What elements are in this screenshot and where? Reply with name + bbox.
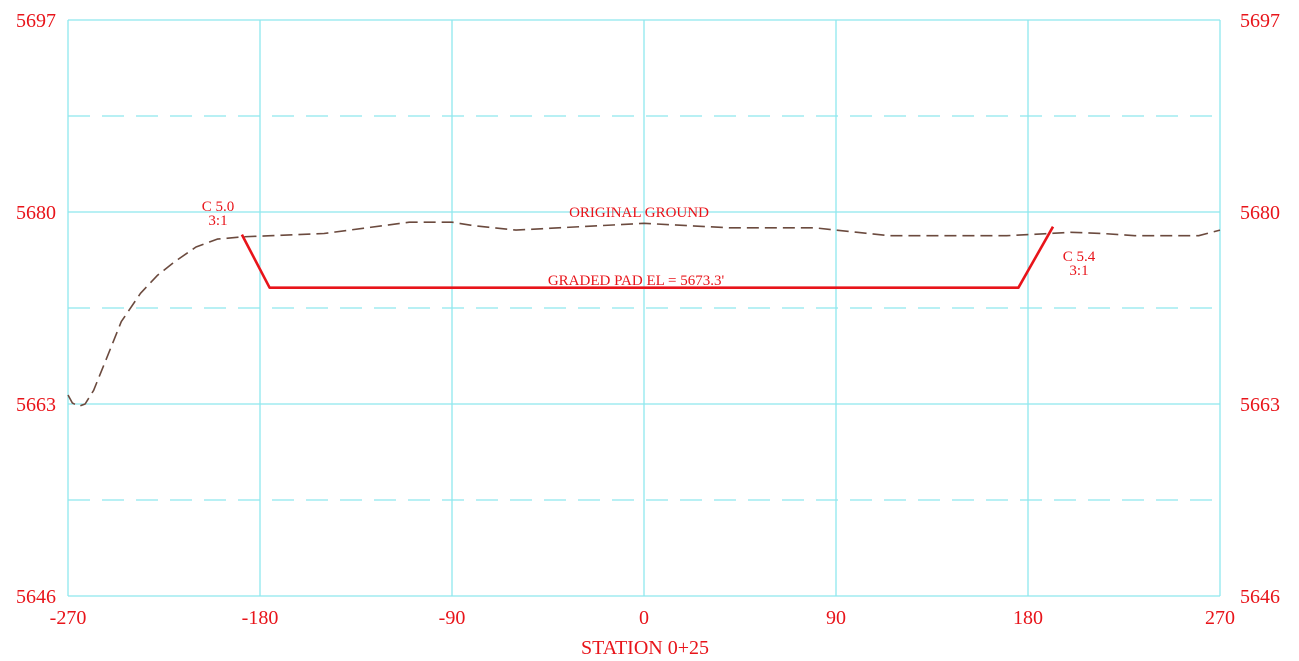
x-tick-label: -270 — [50, 607, 87, 629]
graded-pad-line — [240, 226, 1055, 290]
grid-layer — [67, 19, 1221, 597]
x-tick-label: -180 — [242, 607, 279, 629]
x-tick-label: 90 — [826, 607, 846, 629]
y-tick-label-right: 5646 — [1240, 586, 1280, 608]
y-tick-label-left: 5646 — [16, 586, 56, 608]
y-tick-label-left: 5680 — [16, 202, 56, 224]
x-tick-label: 0 — [639, 607, 649, 629]
x-tick-label: 270 — [1205, 607, 1235, 629]
annotation-layer: ORIGINAL GROUND GRADED PAD EL = 5673.3' … — [202, 199, 1096, 659]
left-slope-label: 3:1 — [208, 213, 227, 229]
y-tick-label-right: 5680 — [1240, 202, 1280, 224]
original-ground-label: ORIGINAL GROUND — [569, 205, 709, 221]
series-layer — [67, 221, 1221, 408]
x-tick-label: -90 — [439, 607, 466, 629]
right-cut-label: C 5.4 — [1063, 249, 1096, 265]
y-tick-label-right: 5663 — [1240, 394, 1280, 416]
left-cut-label: C 5.0 — [202, 199, 235, 215]
x-axis-title: STATION 0+25 — [581, 637, 709, 659]
right-slope-label: 3:1 — [1069, 263, 1088, 279]
y-tick-label-right: 5697 — [1240, 10, 1280, 32]
y-tick-label-left: 5697 — [16, 10, 56, 32]
original-ground-line — [67, 221, 1221, 408]
x-tick-label: 180 — [1013, 607, 1043, 629]
y-tick-label-left: 5663 — [16, 394, 56, 416]
graded-pad-label: GRADED PAD EL = 5673.3' — [548, 273, 725, 289]
